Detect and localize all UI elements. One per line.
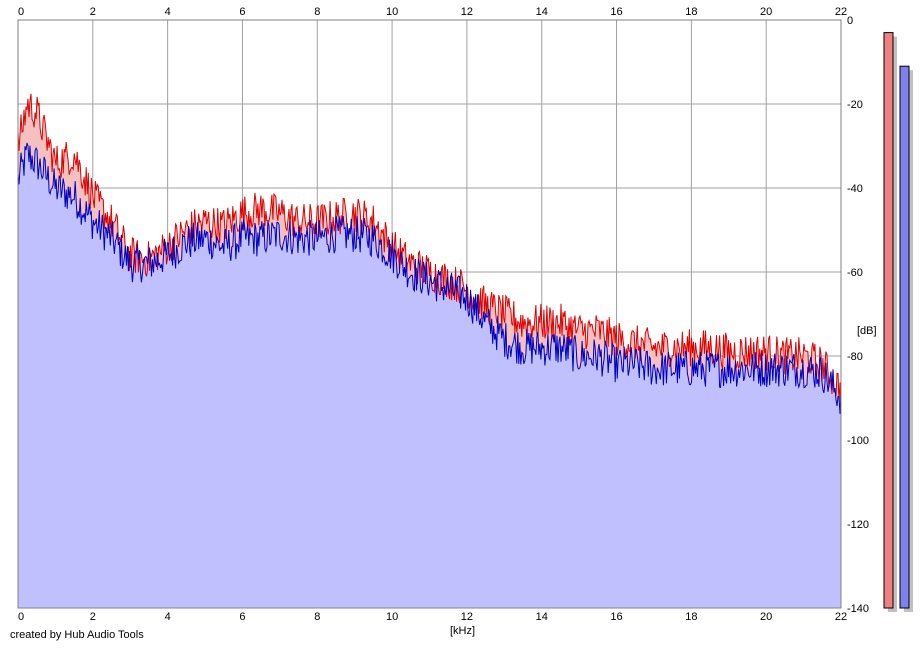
x-tick-label-bottom: 10 bbox=[386, 611, 398, 623]
x-tick-label-bottom: 8 bbox=[314, 611, 320, 623]
x-tick-label-top: 18 bbox=[685, 6, 697, 18]
credit-text: created by Hub Audio Tools bbox=[10, 629, 144, 641]
spectrum-lines bbox=[17, 93, 842, 414]
x-tick-label-bottom: 2 bbox=[90, 611, 96, 623]
y-tick-label: -60 bbox=[847, 267, 863, 279]
y-tick-label: -40 bbox=[847, 183, 863, 195]
left-channel-line bbox=[17, 93, 842, 407]
x-tick-label-bottom: 0 bbox=[18, 611, 24, 623]
x-tick-label-top: 20 bbox=[760, 6, 772, 18]
right-level-meter bbox=[899, 65, 910, 609]
x-tick-label-bottom: 20 bbox=[760, 611, 772, 623]
plot-frame bbox=[17, 19, 842, 609]
x-tick-label-top: 2 bbox=[90, 6, 96, 18]
y-tick-label: -120 bbox=[847, 519, 869, 531]
tick-labels: 002244668810101212141416161818202022220-… bbox=[18, 6, 869, 623]
x-tick-label-bottom: 18 bbox=[685, 611, 697, 623]
y-tick-label: -20 bbox=[847, 99, 863, 111]
x-tick-label-top: 22 bbox=[835, 6, 847, 18]
right-channel-area bbox=[18, 142, 841, 608]
x-tick-label-bottom: 6 bbox=[239, 611, 245, 623]
x-tick-label-top: 8 bbox=[314, 6, 320, 18]
right-channel-fill bbox=[18, 142, 841, 608]
right-channel-line bbox=[17, 142, 842, 414]
y-axis-label: [dB] bbox=[857, 325, 877, 337]
x-tick-label-top: 14 bbox=[536, 6, 548, 18]
level-meters bbox=[883, 32, 913, 613]
x-axis-label: [kHz] bbox=[450, 625, 475, 637]
x-tick-label-top: 6 bbox=[239, 6, 245, 18]
x-tick-label-top: 0 bbox=[18, 6, 24, 18]
left-level-meter bbox=[883, 32, 894, 609]
x-tick-label-bottom: 22 bbox=[835, 611, 847, 623]
y-tick-label: -100 bbox=[847, 435, 869, 447]
x-tick-label-bottom: 4 bbox=[165, 611, 171, 623]
x-tick-label-top: 10 bbox=[386, 6, 398, 18]
y-tick-label: -140 bbox=[847, 603, 869, 615]
x-tick-label-bottom: 16 bbox=[610, 611, 622, 623]
x-tick-label-bottom: 14 bbox=[536, 611, 548, 623]
x-tick-label-top: 4 bbox=[165, 6, 171, 18]
x-tick-label-top: 16 bbox=[610, 6, 622, 18]
x-tick-label-top: 12 bbox=[461, 6, 473, 18]
y-tick-label: -80 bbox=[847, 351, 863, 363]
x-tick-label-bottom: 12 bbox=[461, 611, 473, 623]
y-tick-label: 0 bbox=[847, 15, 853, 27]
